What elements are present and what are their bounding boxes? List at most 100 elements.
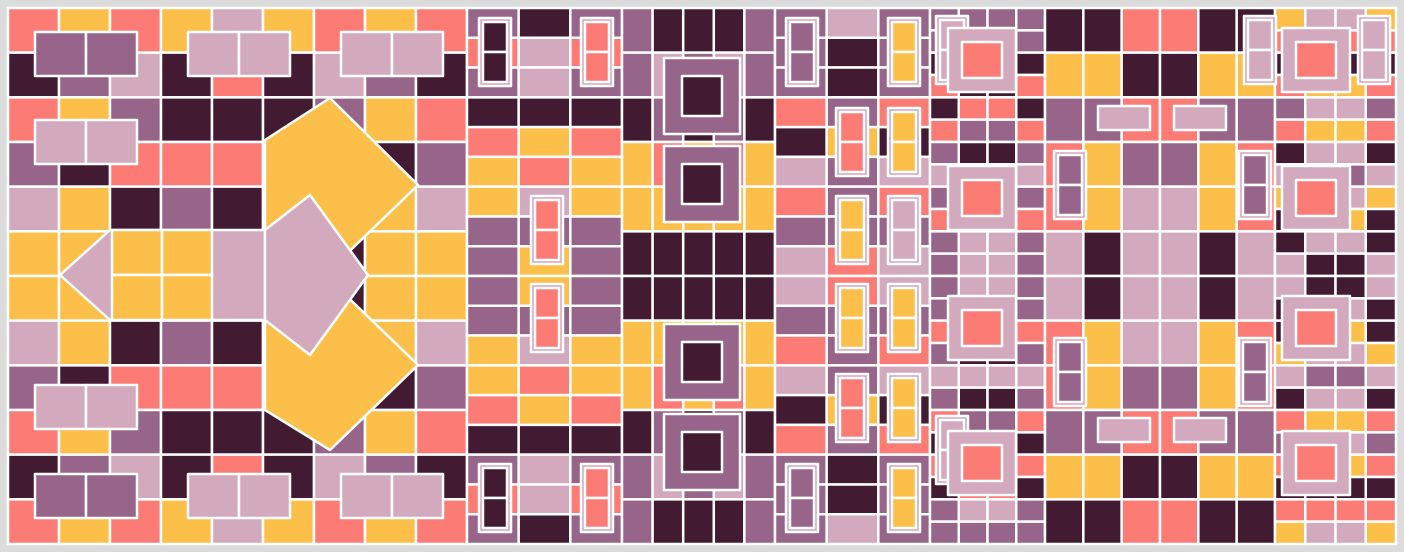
tile (620, 185, 654, 233)
tile (928, 230, 960, 255)
block (1246, 18, 1274, 52)
tile (1015, 274, 1047, 300)
tile (159, 319, 214, 367)
block (390, 472, 445, 520)
tile (465, 304, 520, 337)
tile (1197, 230, 1238, 278)
block (110, 273, 164, 322)
tile (773, 334, 828, 367)
tile (1120, 364, 1162, 412)
tile (620, 230, 654, 278)
tile (1334, 520, 1367, 546)
block (838, 286, 866, 320)
tile (1364, 185, 1398, 211)
tile (517, 96, 572, 129)
diamond (263, 193, 370, 357)
tile (465, 334, 520, 367)
tile (743, 51, 777, 99)
tile (928, 386, 960, 412)
tile (1273, 140, 1307, 166)
tile (1015, 453, 1047, 479)
tile (681, 6, 716, 54)
block (583, 50, 611, 84)
tile (1197, 185, 1238, 233)
tile (465, 185, 520, 218)
tile (743, 498, 777, 546)
tile (1235, 408, 1277, 456)
tile (773, 185, 828, 218)
block (533, 228, 561, 262)
block (890, 406, 918, 440)
tile (108, 319, 163, 367)
tile (1015, 386, 1047, 412)
tile (1364, 230, 1398, 255)
tile (414, 364, 469, 412)
block (481, 466, 509, 500)
tile (159, 408, 214, 456)
block (838, 228, 866, 262)
block (838, 198, 866, 232)
tile (1043, 498, 1085, 546)
tile (651, 498, 685, 546)
tile (465, 423, 520, 456)
tile (1043, 6, 1085, 54)
tile (569, 334, 624, 367)
block (788, 50, 816, 84)
tile (1015, 140, 1047, 166)
tile (1364, 408, 1398, 434)
block (533, 286, 561, 320)
tile (620, 319, 654, 367)
tile (1015, 475, 1047, 501)
tile (57, 185, 112, 233)
tile (620, 140, 654, 188)
block (481, 496, 509, 530)
tile (1158, 185, 1200, 233)
tile (1015, 51, 1047, 77)
tile (1273, 408, 1307, 434)
tile (620, 6, 654, 54)
block (960, 443, 1004, 483)
tile (1043, 408, 1085, 456)
block (1172, 104, 1228, 132)
block (890, 496, 918, 530)
tile (1082, 6, 1123, 54)
block (583, 496, 611, 530)
tile (414, 96, 469, 144)
tile (1120, 274, 1162, 322)
tile (986, 252, 1018, 278)
tile (517, 423, 572, 456)
tile (928, 364, 960, 389)
tile (986, 498, 1018, 523)
block (84, 30, 139, 78)
tile (1334, 140, 1367, 166)
tile (1043, 453, 1085, 501)
tile (569, 244, 624, 278)
tile (928, 96, 960, 121)
tile (743, 6, 777, 54)
tile (414, 408, 469, 456)
tile (773, 364, 828, 397)
tile (928, 140, 960, 166)
tile (1120, 6, 1162, 54)
block (890, 110, 918, 144)
tile (773, 393, 828, 427)
tile (620, 274, 654, 322)
tile (1334, 230, 1367, 255)
tile (6, 274, 61, 322)
tile (1304, 386, 1337, 412)
block (339, 472, 394, 520)
tile (928, 252, 960, 278)
tile (712, 6, 746, 54)
block (1294, 178, 1338, 218)
tile (1364, 520, 1398, 546)
tile (957, 96, 989, 121)
tile (957, 230, 989, 255)
tile (743, 185, 777, 233)
tile (1304, 520, 1337, 546)
tile (517, 364, 572, 397)
block (890, 376, 918, 410)
tile (651, 6, 685, 54)
tile (1364, 96, 1398, 121)
tile (957, 364, 989, 389)
tile (825, 6, 880, 40)
